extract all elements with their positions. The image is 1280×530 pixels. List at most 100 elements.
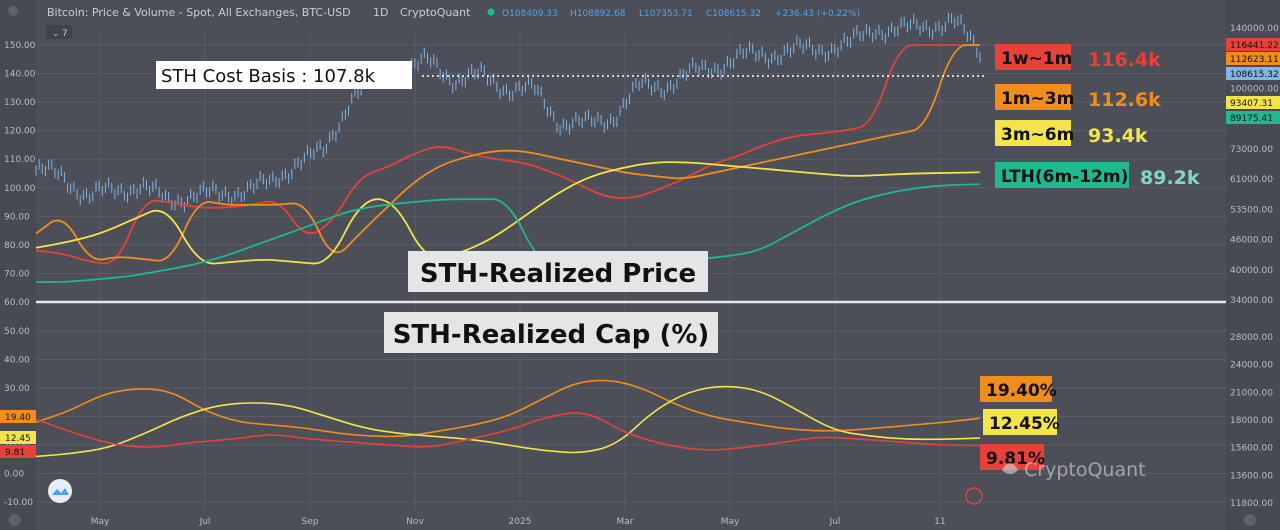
mountain-icon bbox=[52, 488, 69, 495]
x-axis-tick: Jul bbox=[829, 517, 841, 527]
right-axis-badge-label: 89175.41 bbox=[1230, 114, 1273, 124]
right-axis-badge bbox=[1226, 52, 1280, 65]
right-axis-tick: 13600.00 bbox=[1230, 471, 1273, 481]
x-axis-tick: 2025 bbox=[509, 517, 532, 527]
legend-tag-3m-6m bbox=[995, 120, 1071, 146]
x-axis-tick: Jul bbox=[199, 517, 211, 527]
right-axis-tick: 24000.00 bbox=[1230, 361, 1273, 371]
right-axis-badge-label: 93407.31 bbox=[1230, 99, 1273, 109]
left-axis-tick: 80.00 bbox=[4, 241, 30, 251]
legend-value-3m-6m: 93.4k bbox=[1088, 125, 1148, 147]
ohlc-high: H108892.68 bbox=[570, 9, 626, 19]
cap-panel-title: STH-Realized Cap (%) bbox=[393, 320, 710, 350]
legend-value-1m-3m: 112.6k bbox=[1088, 89, 1161, 111]
alert-icon[interactable] bbox=[965, 487, 983, 505]
left-axis-badge bbox=[0, 445, 36, 458]
right-axis-tick: 21000.00 bbox=[1230, 388, 1273, 398]
legend-tag-lth-label: LTH(6m-12m) bbox=[1001, 167, 1128, 187]
left-axis-tick: 120.00 bbox=[4, 127, 36, 137]
x-axis-tick: May bbox=[721, 517, 740, 527]
x-axis-tick: May bbox=[91, 517, 110, 527]
legend-cap: 19.40% 12.45% 9.81% bbox=[980, 376, 1060, 470]
legend-tag-1w-1m bbox=[995, 44, 1071, 70]
left-axis-tick: 50.00 bbox=[4, 327, 30, 337]
right-axis-badge bbox=[1226, 67, 1280, 80]
indicator-count: 7 bbox=[62, 29, 68, 39]
left-axis-tick: -10.00 bbox=[4, 498, 33, 508]
left-axis-tick: 70.00 bbox=[4, 269, 30, 279]
legend-tag-3m-6m-label: 3m~6m bbox=[1001, 125, 1074, 145]
right-axis-tick: 100000.00 bbox=[1230, 84, 1279, 94]
header-title: Bitcoin: Price & Volume - Spot, All Exch… bbox=[47, 6, 351, 19]
cryptoquant-logo-icon bbox=[1002, 463, 1018, 474]
left-axis-badge bbox=[0, 431, 36, 444]
realized-price-lines bbox=[35, 44, 981, 283]
cap-legend-1m-3m bbox=[980, 376, 1052, 402]
left-axis-tick: 140.00 bbox=[4, 70, 36, 80]
left-axis-tick: 130.00 bbox=[4, 98, 36, 108]
right-axis-tick: 11800.00 bbox=[1230, 499, 1273, 509]
line-lth bbox=[35, 183, 981, 283]
legend-tag-1w-1m-label: 1w~1m bbox=[1001, 49, 1072, 69]
left-axis-tick: 150.00 bbox=[4, 41, 36, 51]
right-axis-tick: 61000.00 bbox=[1230, 175, 1273, 185]
line-m1m3 bbox=[35, 44, 980, 262]
ohlc-change: +236.43 (+0.22%) bbox=[775, 9, 860, 19]
right-axis-tick: 140000.00 bbox=[1230, 24, 1279, 34]
indicator-collapse-button[interactable] bbox=[46, 25, 72, 39]
right-axis-tick: 40000.00 bbox=[1230, 266, 1273, 276]
right-axis-panel bbox=[1226, 0, 1280, 530]
cost-basis-label: STH Cost Basis : 107.8k bbox=[161, 66, 376, 87]
cap-legend-1w-1m-label: 9.81% bbox=[986, 449, 1045, 469]
price-panel-title: STH-Realized Price bbox=[420, 259, 696, 289]
header-interval[interactable]: 1D bbox=[373, 6, 388, 19]
legend-tag-lth bbox=[995, 162, 1129, 188]
left-axis-tick: 100.00 bbox=[4, 184, 36, 194]
line-m3m6 bbox=[35, 161, 981, 265]
left-axis-badge bbox=[0, 410, 36, 423]
cost-basis-box bbox=[156, 61, 412, 89]
chart-logo-icon[interactable] bbox=[48, 479, 72, 503]
cap-legend-3m-6m-label: 12.45% bbox=[989, 414, 1060, 434]
legend-tag-1m-3m-label: 1m~3m bbox=[1001, 89, 1074, 109]
right-axis-tick: 34000.00 bbox=[1230, 296, 1273, 306]
scroll-left-icon[interactable] bbox=[9, 514, 21, 526]
right-axis-badge bbox=[1226, 111, 1280, 124]
left-axis-tick: 40.00 bbox=[4, 356, 30, 366]
left-axis-tick: 90.00 bbox=[4, 212, 30, 222]
x-axis-tick: Sep bbox=[302, 517, 319, 527]
price-panel-title-box bbox=[408, 251, 708, 292]
watermark: CryptoQuant bbox=[1002, 459, 1146, 481]
cap-line-w1m1 bbox=[35, 412, 981, 451]
legend-price: 1w~1m 116.4k 1m~3m 112.6k 3m~6m 93.4k LT… bbox=[995, 44, 1200, 189]
left-axis-tick: 60.00 bbox=[4, 298, 30, 308]
right-axis-badge-label: 116441.22 bbox=[1230, 41, 1279, 51]
right-axis-badge bbox=[1226, 96, 1280, 109]
right-axis-badge-label: 112623.11 bbox=[1230, 55, 1279, 65]
right-axis-tick: 53500.00 bbox=[1230, 205, 1273, 215]
right-axis-tick: 73000.00 bbox=[1230, 145, 1273, 155]
right-axis-badge bbox=[1226, 38, 1280, 51]
cap-line-m3m6 bbox=[35, 385, 981, 458]
settings-gear-icon[interactable] bbox=[1244, 514, 1256, 526]
cap-panel-title-box bbox=[384, 312, 718, 353]
left-axis-tick: 0.00 bbox=[4, 470, 24, 480]
right-axis-tick: 46000.00 bbox=[1230, 236, 1273, 246]
legend-tag-1m-3m bbox=[995, 84, 1071, 110]
price-series bbox=[35, 12, 981, 213]
chart-header: Bitcoin: Price & Volume - Spot, All Exch… bbox=[8, 6, 860, 39]
cap-legend-1m-3m-label: 19.40% bbox=[986, 381, 1057, 401]
line-w1m1 bbox=[35, 44, 980, 265]
status-dot-icon bbox=[487, 8, 495, 16]
ohlc-low: L107353.71 bbox=[639, 9, 693, 19]
x-axis-tick: 11 bbox=[934, 517, 945, 527]
chevron-down-icon: ⌄ bbox=[52, 29, 60, 39]
realized-cap-lines bbox=[35, 379, 981, 458]
right-axis-tick: 18000.00 bbox=[1230, 416, 1273, 426]
ohlc-open: O108409.33 bbox=[502, 9, 558, 19]
overlay-labels: 116441.22 112623.11 108615.32 93407.31 89175… bbox=[0, 38, 1280, 458]
cap-legend-3m-6m bbox=[983, 409, 1057, 435]
header-toggle-icon[interactable] bbox=[8, 6, 18, 16]
right-axis-badge-label: 108615.32 bbox=[1230, 70, 1279, 80]
